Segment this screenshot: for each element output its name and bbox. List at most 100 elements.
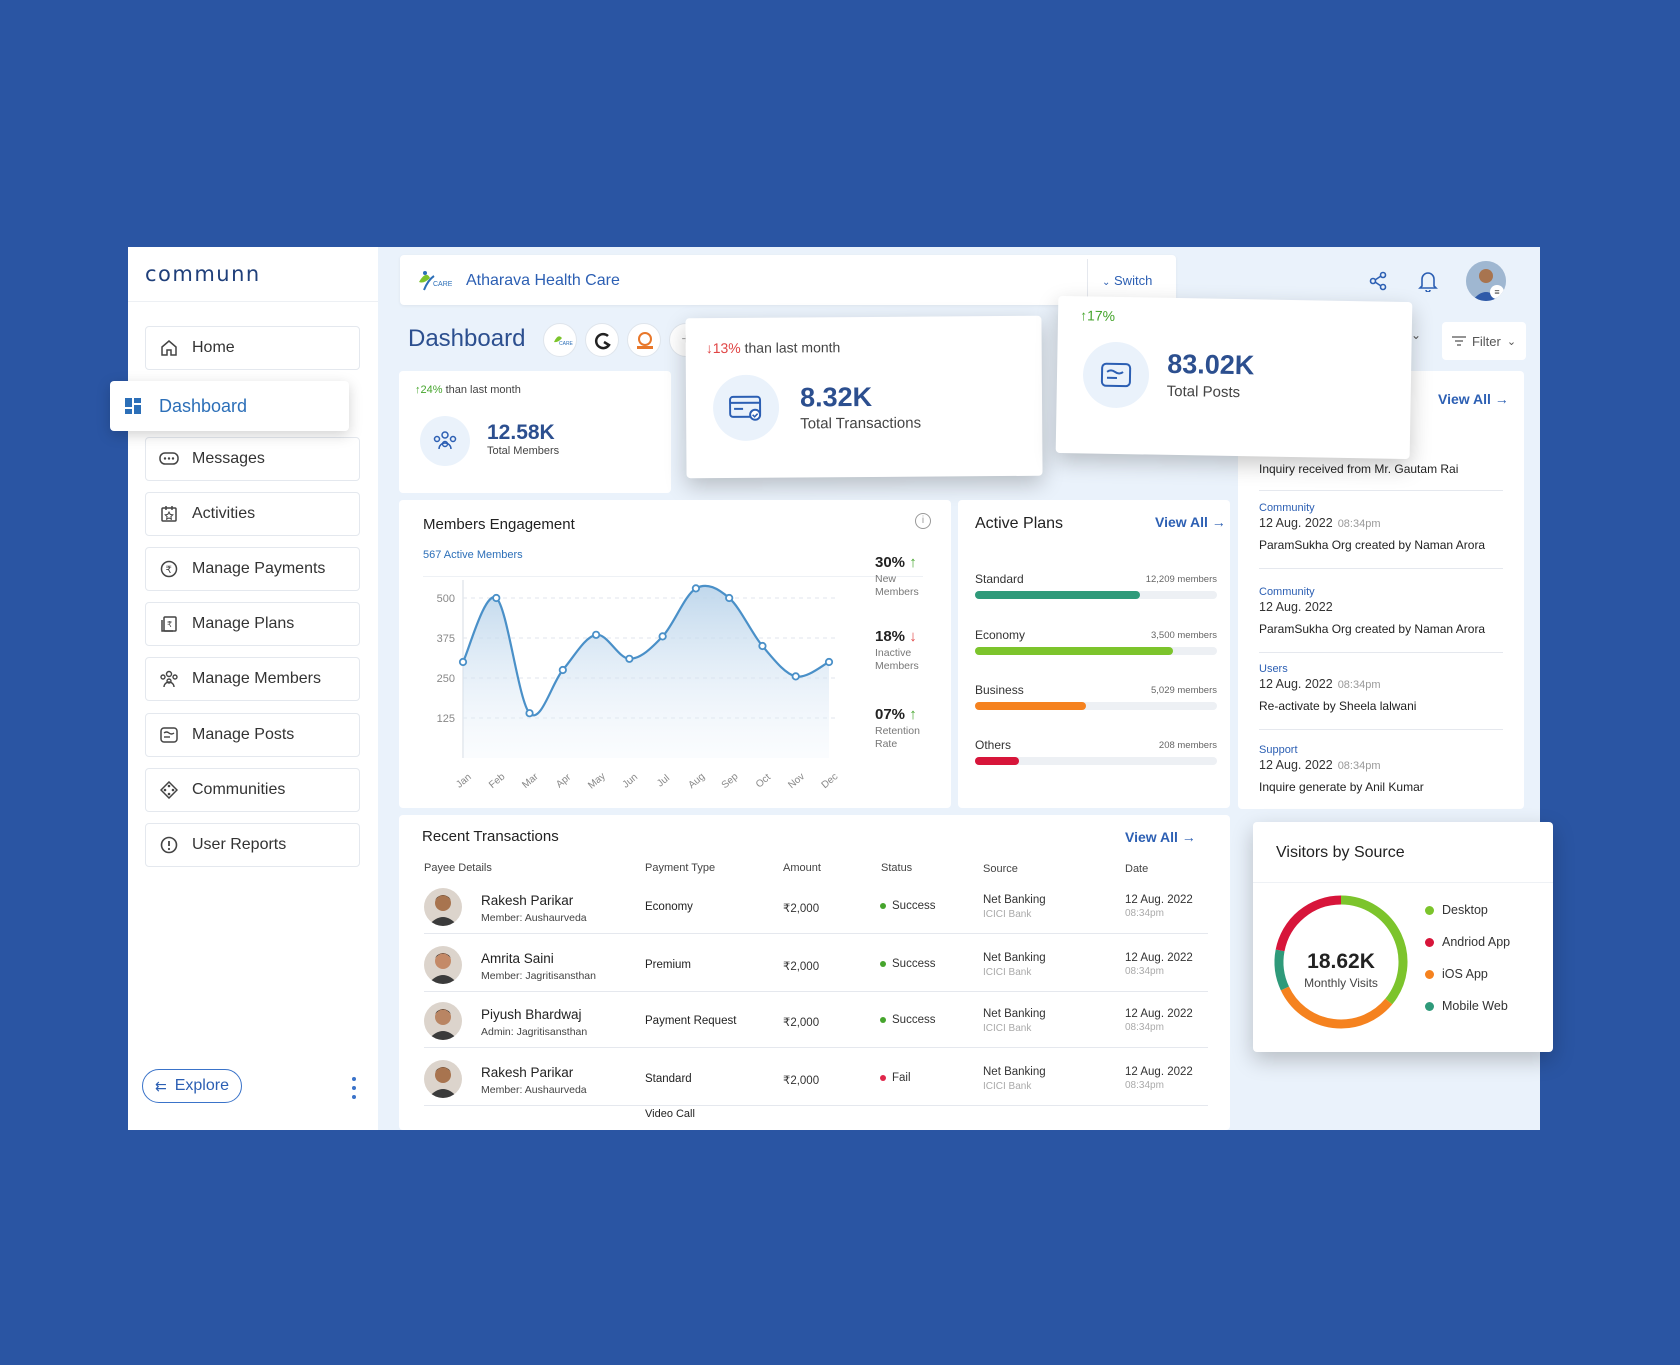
kpi-value: 30% [875, 554, 906, 571]
plan-members-count: 3,500 members [1150, 630, 1217, 641]
plans-view-all-link[interactable]: View All → [1155, 514, 1226, 530]
sidebar-item-label: User Reports [192, 836, 287, 853]
org-chip-jewellery-icon[interactable] [627, 323, 661, 357]
divider [1259, 652, 1503, 653]
bank-name: ICICI Bank [983, 967, 1032, 978]
plan-name: Standard [975, 572, 1024, 586]
members-label: Total Members [487, 445, 560, 457]
explore-button[interactable]: ⇇ Explore [142, 1069, 242, 1103]
status-badge: Success [880, 900, 935, 912]
plan-progress-bar [975, 757, 1019, 765]
sidebar-item-activities[interactable]: Activities [145, 492, 360, 536]
user-avatar[interactable]: ≡ [1466, 261, 1506, 301]
sidebar-item-label: Dashboard [159, 395, 248, 416]
kpi-label: New [875, 573, 897, 585]
members-value: 12.58K [487, 421, 555, 444]
transaction-date: 12 Aug. 2022 [1125, 952, 1193, 964]
explore-icon: ⇇ [155, 1077, 167, 1094]
x-tick-label: Dec [820, 771, 841, 791]
switch-button[interactable]: ⌄ Switch [1102, 273, 1153, 288]
visitors-by-source-card: Visitors by Source 18.62K Monthly Visits… [1253, 822, 1553, 1052]
sidebar-item-label: Communities [192, 781, 286, 798]
org-chip-swirl-icon[interactable] [585, 323, 619, 357]
payments-icon: ₹ [159, 559, 179, 579]
activity-date: 12 Aug. 2022 08:34pm [1259, 677, 1381, 691]
activity-view-all-link[interactable]: View All → [1438, 391, 1509, 407]
svg-text:CARE: CARE [559, 341, 574, 347]
plan-progress-bar [975, 647, 1173, 655]
payment-source: Net Banking [983, 1066, 1046, 1078]
kpi-item: 30% ↑ New Members [875, 554, 919, 599]
engagement-chart: 500 375 250 125 Jan Feb Mar Apr May Jun Jul Aug Sep O… [437, 580, 841, 791]
activity-category: Users [1259, 663, 1288, 675]
kpi-label: Members [875, 586, 919, 598]
org-switch-bar: CARE Atharava Health Care ⌄ Switch [400, 255, 1176, 305]
plan-members-count: 5,029 members [1150, 685, 1217, 696]
sidebar-item-communities[interactable]: Communities [145, 768, 360, 812]
plan-name: Others [975, 738, 1012, 752]
org-chip-care-icon[interactable]: CARE [543, 323, 577, 357]
plan-name: Economy [975, 628, 1026, 642]
bank-name: ICICI Bank [983, 1023, 1032, 1034]
kpi-label: Members [875, 660, 919, 672]
arrow-up-icon: ↑ [909, 554, 917, 571]
org-name: Atharava Health Care [466, 272, 620, 289]
visitors-label: Monthly Visits [1304, 976, 1378, 990]
donut-segment [1280, 986, 1393, 1029]
data-point [725, 593, 734, 603]
sidebar-item-user-reports[interactable]: User Reports [145, 823, 360, 867]
amount: ₹2,000 [783, 903, 820, 915]
sidebar-item-manage-plans[interactable]: ₹ Manage Plans [145, 602, 360, 646]
sidebar-item-messages[interactable]: Messages [145, 437, 360, 481]
x-tick-label: Sep [720, 771, 741, 791]
transactions-value: 8.32K [799, 381, 873, 413]
legend-dot-icon [1425, 1002, 1434, 1012]
transaction-time: 08:34pm [1125, 1022, 1164, 1033]
sidebar-item-label: Manage Posts [192, 726, 295, 743]
activities-icon [159, 504, 179, 524]
sidebar-item-manage-payments[interactable]: ₹ Manage Payments [145, 547, 360, 591]
status-dot-icon [880, 1074, 886, 1081]
column-header: Date [1125, 863, 1149, 875]
sidebar-item-home[interactable]: Home [145, 326, 360, 370]
more-options-button[interactable] [348, 1077, 360, 1099]
payee-membership: Member: Jagritisansthan [481, 970, 596, 982]
payee-avatar [424, 888, 462, 926]
card-payment-icon [712, 374, 780, 442]
sidebar-item-manage-members[interactable]: Manage Members [145, 657, 360, 701]
sidebar-item-manage-posts[interactable]: Manage Posts [145, 713, 360, 757]
amount: ₹2,000 [783, 1017, 820, 1029]
activity-text: Re-activate by Sheela lalwani [1259, 699, 1417, 713]
sidebar-item-dashboard[interactable]: Dashboard [110, 381, 349, 431]
plan-progress-track [975, 702, 1217, 710]
chevron-down-icon: ⌄ [1506, 335, 1517, 348]
activity-text: ParamSukha Org created by Naman Arora [1259, 538, 1486, 552]
info-icon[interactable]: i [915, 513, 931, 529]
column-header: Payee Details [424, 862, 492, 874]
chevron-down-icon[interactable]: ⌄ [1411, 328, 1422, 342]
activity-date: 12 Aug. 2022 08:34pm [1259, 758, 1381, 772]
column-header: Payment Type [645, 862, 716, 874]
notification-bell-icon[interactable] [1416, 269, 1440, 293]
plans-icon: ₹ [159, 614, 179, 634]
svg-text:₹: ₹ [167, 620, 172, 629]
sidebar-item-label: Messages [192, 450, 265, 467]
donut-segment [1274, 949, 1290, 991]
legend-item: iOS App [1425, 967, 1488, 981]
transactions-view-all-link[interactable]: View All → [1125, 829, 1196, 845]
status-dot-icon [880, 902, 886, 909]
sidebar-item-label: Activities [192, 505, 256, 522]
legend-item: Desktop [1425, 903, 1488, 917]
arrow-up-icon: ↑ [415, 384, 421, 396]
divider [1259, 490, 1503, 491]
home-icon [159, 338, 179, 358]
messages-icon [159, 449, 179, 469]
share-icon[interactable] [1366, 269, 1390, 293]
reports-icon [159, 835, 179, 855]
data-point [492, 593, 501, 603]
kpi-item: 18% ↓ Inactive Members [875, 628, 919, 673]
active-plans-card: Active Plans View All → Standard 12,209 m… [958, 500, 1230, 808]
kpi-label: Inactive [875, 647, 912, 659]
filter-button[interactable]: Filter ⌄ [1442, 322, 1526, 360]
activity-category: Community [1259, 502, 1315, 514]
